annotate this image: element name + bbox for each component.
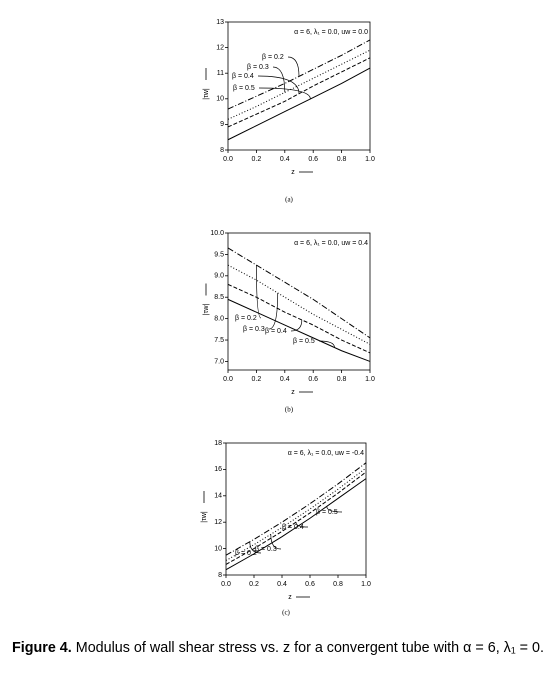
x-tick-label: 0.4 xyxy=(280,156,290,163)
label-arrow xyxy=(290,319,303,332)
x-tick-label: 0.2 xyxy=(252,376,262,383)
y-tick-label: 8 xyxy=(220,147,224,154)
series-label: β = 0.3 xyxy=(255,546,277,553)
y-tick-label: 14 xyxy=(214,493,222,500)
x-axis-label: z xyxy=(291,169,295,176)
y-tick-label: 8 xyxy=(218,572,222,579)
y-tick-label: 10 xyxy=(214,545,222,552)
series-label: β = 0.2 xyxy=(262,54,284,61)
panel-label: (b) xyxy=(285,406,294,414)
plot-frame xyxy=(225,442,367,576)
x-tick-label: 1.0 xyxy=(365,376,375,383)
x-tick-label: 0.4 xyxy=(277,581,287,588)
series-label: β = 0.4 xyxy=(232,73,254,80)
caption-label: Figure 4. xyxy=(12,639,72,656)
x-tick-label: 1.0 xyxy=(365,156,375,163)
x-tick-label: 0.8 xyxy=(337,156,347,163)
label-arrow xyxy=(268,292,279,330)
annotation: α = 6, λ₁ = 0.0, uw = -0.4 xyxy=(288,450,364,457)
series-line xyxy=(227,283,371,354)
x-axis-label: z xyxy=(288,594,292,601)
series-line xyxy=(227,298,371,362)
y-tick-label: 13 xyxy=(216,19,224,26)
series-line xyxy=(225,467,367,561)
annotation: α = 6, λ₁ = 0.0, uw = 0.4 xyxy=(294,240,368,247)
x-tick-label: 0.2 xyxy=(249,581,259,588)
series-line xyxy=(225,462,367,556)
y-tick-label: 10 xyxy=(216,96,224,103)
series-line xyxy=(227,247,371,339)
label-arrow xyxy=(257,75,300,94)
x-tick-label: 0.6 xyxy=(305,581,315,588)
label-arrow xyxy=(258,87,311,100)
y-tick-label: 16 xyxy=(214,466,222,473)
plot-frame xyxy=(227,21,371,151)
label-arrow xyxy=(318,340,335,348)
x-tick-label: 1.0 xyxy=(361,581,371,588)
series-line xyxy=(225,478,367,571)
y-axis-label: |τw| xyxy=(203,88,210,100)
x-tick-label: 0.2 xyxy=(252,156,262,163)
x-tick-label: 0.0 xyxy=(223,376,233,383)
y-tick-label: 9.5 xyxy=(214,251,224,258)
series-label: β = 0.4 xyxy=(265,328,287,335)
label-arrow xyxy=(270,534,282,550)
y-tick-label: 7.0 xyxy=(214,358,224,365)
series-line xyxy=(227,264,371,345)
x-tick-label: 0.0 xyxy=(221,581,231,588)
x-tick-label: 0.0 xyxy=(223,156,233,163)
y-tick-label: 12 xyxy=(214,519,222,526)
series-label: β = 0.2 xyxy=(235,550,257,557)
caption: Figure 4. Modulus of wall shear stress v… xyxy=(12,639,544,656)
y-axis-label: |τw| xyxy=(201,511,208,523)
series-label: β = 0.2 xyxy=(235,315,257,322)
y-tick-label: 8.5 xyxy=(214,294,224,301)
series-line xyxy=(227,49,371,120)
x-tick-label: 0.6 xyxy=(308,376,318,383)
x-tick-label: 0.4 xyxy=(280,376,290,383)
label-arrow xyxy=(326,506,343,513)
label-arrow xyxy=(287,56,300,77)
series-label: β = 0.5 xyxy=(316,509,338,516)
label-arrow xyxy=(256,265,262,319)
series-label: β = 0.3 xyxy=(247,64,269,71)
series-line xyxy=(227,67,371,141)
x-axis-label: z xyxy=(291,389,295,396)
plot-frame xyxy=(227,232,371,371)
y-tick-label: 8.0 xyxy=(214,315,224,322)
caption-text: Modulus of wall shear stress vs. z for a… xyxy=(76,639,544,656)
y-tick-label: 7.5 xyxy=(214,337,224,344)
series-label: β = 0.4 xyxy=(282,524,304,531)
y-tick-label: 18 xyxy=(214,440,222,447)
y-tick-label: 9.0 xyxy=(214,273,224,280)
x-tick-label: 0.8 xyxy=(333,581,343,588)
y-axis-label: |τw| xyxy=(203,304,210,316)
y-tick-label: 10.0 xyxy=(210,230,224,237)
y-tick-label: 12 xyxy=(216,44,224,51)
label-arrow xyxy=(249,541,262,554)
label-arrow xyxy=(272,66,286,93)
series-label: β = 0.3 xyxy=(243,326,265,333)
y-tick-label: 11 xyxy=(217,70,224,77)
annotation: α = 6, λ₁ = 0.0, uw = 0.0 xyxy=(294,29,368,36)
series-label: β = 0.5 xyxy=(293,338,315,345)
x-tick-label: 0.8 xyxy=(337,376,347,383)
x-tick-label: 0.6 xyxy=(308,156,318,163)
panel-label: (c) xyxy=(282,609,290,617)
series-label: β = 0.5 xyxy=(233,85,255,92)
panel-label: (a) xyxy=(285,196,293,204)
y-tick-label: 9 xyxy=(220,121,224,128)
